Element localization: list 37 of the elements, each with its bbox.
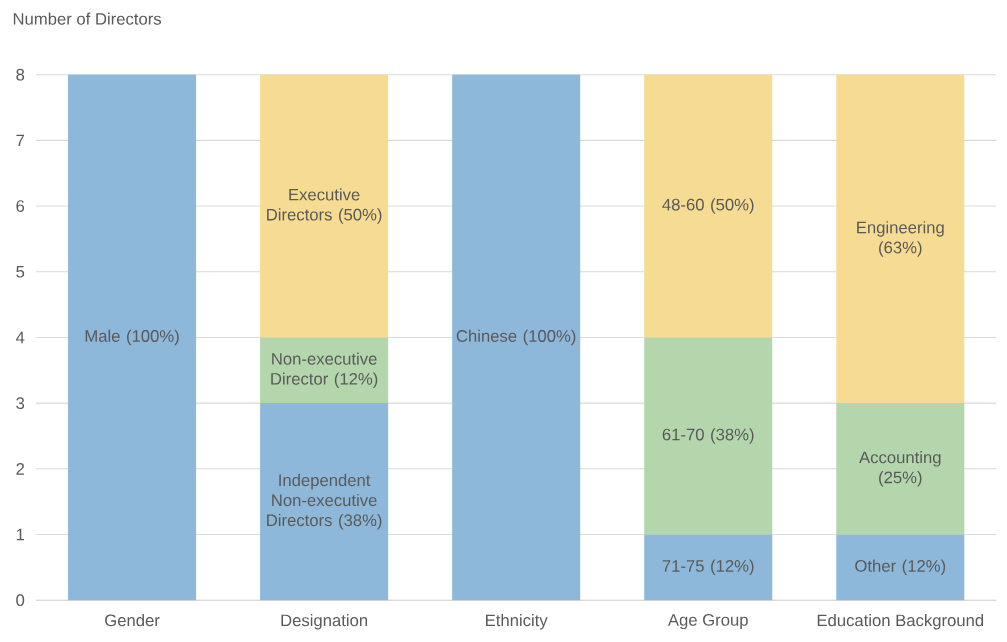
y-tick-label: 1	[16, 529, 25, 541]
x-tick-label: Education Background	[817, 614, 984, 630]
x-tick-label: Age Group	[667, 614, 748, 630]
annotation: 48-60 (50%)	[662, 198, 754, 215]
annotation: Engineering (63%)	[857, 221, 944, 257]
annotation: Male (100%)	[85, 329, 179, 346]
y-axis-title: Number of Directors	[13, 12, 162, 26]
annotation: Independent Non-executive Directors (38%)	[267, 474, 382, 530]
bar	[836, 403, 965, 535]
bar	[452, 74, 581, 601]
annotation: Executive Directors (50%)	[267, 188, 382, 225]
bar	[644, 534, 773, 601]
annotation: 61-70 (38%)	[662, 428, 754, 444]
x-tick-label: Designation	[281, 614, 368, 630]
x-tick-label: Ethnicity	[486, 614, 548, 630]
y-tick-label: 4	[15, 331, 25, 344]
bar	[260, 337, 389, 404]
y-tick-label: 0	[16, 594, 25, 607]
annotation: 71-75 (12%)	[662, 559, 754, 576]
y-tick-label: 8	[16, 69, 25, 81]
y-tick-label: 7	[16, 134, 25, 147]
x-tick-label: Gender	[105, 614, 160, 627]
bar	[836, 74, 965, 404]
annotation: Non-executive Director (12%)	[271, 352, 378, 389]
annotation: Other (12%)	[855, 559, 946, 576]
y-tick-label: 3	[16, 397, 25, 410]
y-tick-label: 5	[16, 266, 25, 278]
bar	[260, 403, 389, 601]
y-tick-label: 6	[16, 200, 25, 213]
annotation: Accounting (25%)	[859, 451, 941, 487]
y-tick-label: 2	[16, 463, 25, 475]
bar	[644, 74, 773, 338]
annotation: Chinese (100%)	[456, 329, 576, 346]
bar	[836, 534, 965, 601]
bar	[644, 337, 773, 535]
bar	[68, 74, 197, 601]
bar	[260, 74, 389, 338]
